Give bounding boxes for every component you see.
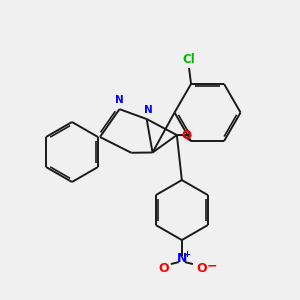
Text: O: O	[158, 262, 169, 275]
Text: O: O	[196, 262, 207, 275]
Text: −: −	[207, 260, 217, 273]
Text: N: N	[144, 105, 153, 115]
Text: O: O	[181, 129, 191, 142]
Text: +: +	[183, 250, 190, 259]
Text: N: N	[115, 95, 124, 105]
Text: Cl: Cl	[183, 53, 195, 66]
Text: N: N	[177, 252, 187, 265]
